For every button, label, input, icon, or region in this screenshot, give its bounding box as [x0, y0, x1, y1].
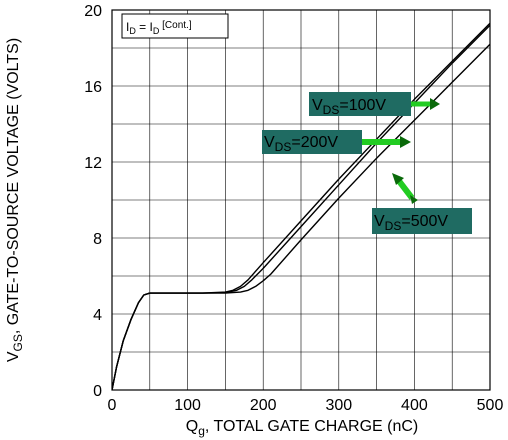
x-axis-title-sub: g — [198, 424, 205, 438]
x-tick-label: 300 — [325, 397, 352, 414]
grid — [112, 10, 490, 390]
x-tick-label: 500 — [477, 397, 504, 414]
callout-vds-100-sub: DS — [323, 103, 340, 117]
condition-eq: = I — [136, 20, 153, 34]
y-axis-title-sub: GS — [11, 334, 25, 351]
y-tick-label: 16 — [84, 79, 102, 96]
y-tick-label: 0 — [93, 383, 102, 400]
x-tick-label: 200 — [250, 397, 277, 414]
callout-vds-500-main: V — [374, 213, 385, 230]
y-tick-label: 8 — [93, 231, 102, 248]
callout-vds-100-main: V — [312, 97, 323, 114]
callout-vds-200-sub: DS — [275, 140, 292, 154]
callout-vds-100-rest: =100V — [339, 97, 386, 114]
x-tick-labels: 0 100 200 300 400 500 — [108, 397, 504, 414]
callout-vds-500: VDS=500V — [372, 173, 472, 234]
x-tick-label: 100 — [174, 397, 201, 414]
x-tick-label: 400 — [401, 397, 428, 414]
callout-vds-200-main: V — [264, 134, 275, 151]
y-axis-title: VGS, GATE-TO-SOURCE VOLTAGE (VOLTS) — [5, 38, 25, 362]
x-axis-title-main: Q — [186, 418, 198, 435]
y-axis-title-main: V — [5, 351, 22, 362]
y-axis-title-rest: , GATE-TO-SOURCE VOLTAGE (VOLTS) — [5, 38, 22, 334]
callout-vds-500-rest: =500V — [401, 213, 448, 230]
x-tick-label: 0 — [108, 397, 117, 414]
x-axis-title-rest: , TOTAL GATE CHARGE (nC) — [205, 418, 418, 435]
callout-vds-200: VDS=200V — [262, 130, 411, 154]
x-axis-title: Qg, TOTAL GATE CHARGE (nC) — [186, 418, 419, 438]
callout-vds-500-sub: DS — [385, 219, 402, 233]
condition-note: [Cont.] — [159, 20, 191, 31]
y-tick-label: 20 — [84, 3, 102, 20]
callout-vds-200-rest: =200V — [291, 134, 338, 151]
y-tick-labels: 0 4 8 12 16 20 — [84, 3, 102, 400]
y-tick-label: 4 — [93, 307, 102, 324]
condition-box: ID = ID [Cont.] — [122, 14, 228, 38]
y-tick-label: 12 — [84, 155, 102, 172]
